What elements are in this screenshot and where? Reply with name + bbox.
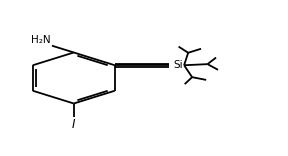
Text: Si: Si [173,60,183,70]
Text: I: I [72,118,75,131]
Text: H₂N: H₂N [31,35,50,45]
